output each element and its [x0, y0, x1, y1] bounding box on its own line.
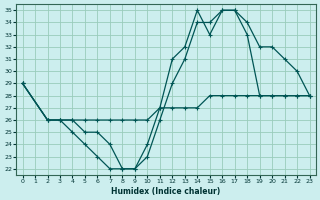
X-axis label: Humidex (Indice chaleur): Humidex (Indice chaleur)	[111, 187, 221, 196]
